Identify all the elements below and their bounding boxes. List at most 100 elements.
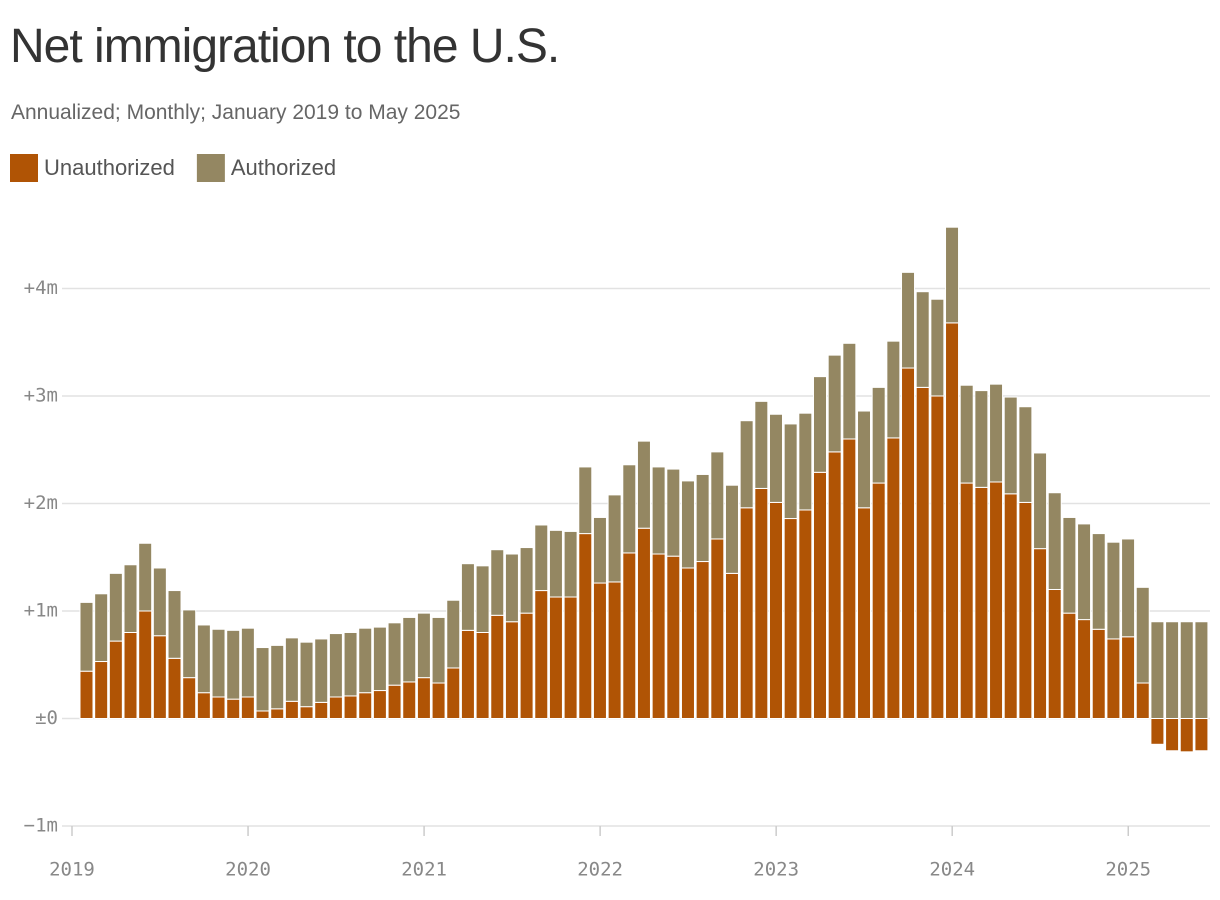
bar-segment bbox=[754, 400, 769, 489]
bar-segment bbox=[827, 451, 842, 719]
bar-segment bbox=[446, 599, 461, 669]
y-tick-label: +2m bbox=[24, 492, 58, 514]
bar-segment bbox=[710, 538, 725, 719]
bar-segment bbox=[695, 561, 710, 719]
bar-segment bbox=[534, 590, 549, 719]
bar-segment bbox=[1033, 548, 1048, 719]
bar-segment bbox=[182, 609, 197, 679]
bar-segment bbox=[387, 622, 402, 686]
bar-segment bbox=[622, 464, 637, 554]
bar-segment bbox=[1165, 621, 1180, 719]
bar-segment bbox=[1150, 717, 1165, 745]
bar-segment bbox=[108, 640, 123, 719]
legend-label: Authorized bbox=[231, 155, 336, 180]
y-tick-label: −1m bbox=[24, 815, 58, 837]
bar-segment bbox=[314, 701, 329, 719]
bar-segment bbox=[636, 440, 651, 529]
chart-title: Net immigration to the U.S. bbox=[10, 20, 559, 73]
bar-segment bbox=[651, 553, 666, 719]
bar-segment bbox=[1194, 717, 1209, 752]
bar-segment bbox=[504, 553, 519, 623]
bar-segment bbox=[1062, 516, 1077, 614]
bar-segment bbox=[182, 677, 197, 719]
bar-segment bbox=[548, 596, 563, 719]
bar-segment bbox=[915, 291, 930, 388]
bar-segment bbox=[152, 635, 167, 719]
bar-segment bbox=[666, 555, 681, 719]
bar-segment bbox=[1135, 682, 1150, 719]
bar-segment bbox=[1018, 406, 1033, 503]
bar-segment bbox=[842, 438, 857, 719]
bar-segment bbox=[1121, 538, 1136, 638]
bar-segment bbox=[328, 696, 343, 719]
bar-segment bbox=[974, 486, 989, 719]
bar-segment bbox=[886, 437, 901, 719]
bar-segment bbox=[768, 501, 783, 719]
bar-segment bbox=[226, 629, 241, 700]
x-tick-label: 2021 bbox=[401, 859, 447, 881]
bar-segment bbox=[255, 710, 270, 719]
bar-segment bbox=[857, 410, 872, 509]
bar-segment bbox=[607, 494, 622, 583]
bar-segment bbox=[1179, 621, 1194, 719]
bar-segment bbox=[754, 487, 769, 719]
bar-segment bbox=[387, 684, 402, 719]
bar-segment bbox=[915, 386, 930, 719]
bar-segment bbox=[475, 631, 490, 719]
bar-segment bbox=[504, 621, 519, 719]
legend-label: Unauthorized bbox=[44, 155, 175, 180]
bar-segment bbox=[798, 509, 813, 719]
bar-segment bbox=[930, 298, 945, 397]
y-tick-label: ±0 bbox=[35, 707, 58, 729]
bar-segment bbox=[1047, 588, 1062, 719]
bar-segment bbox=[1121, 636, 1136, 719]
bar-segment bbox=[94, 593, 109, 663]
bar-segment bbox=[196, 692, 211, 719]
y-tick-label: +3m bbox=[24, 384, 58, 406]
bar-segment bbox=[211, 696, 226, 719]
bar-segment bbox=[255, 647, 270, 712]
bar-segment bbox=[901, 367, 916, 719]
bar-segment bbox=[402, 681, 417, 719]
bar-segment bbox=[1003, 493, 1018, 719]
bar-segment bbox=[1150, 621, 1165, 719]
bar-segment bbox=[695, 473, 710, 563]
bar-segment bbox=[578, 533, 593, 719]
bar-segment bbox=[622, 552, 637, 719]
bar-segment bbox=[578, 466, 593, 535]
bar-segment bbox=[680, 480, 695, 569]
bar-segment bbox=[402, 616, 417, 683]
bar-segment bbox=[211, 628, 226, 698]
legend-swatch bbox=[196, 154, 225, 182]
bar-segment bbox=[710, 451, 725, 540]
bar-segment bbox=[372, 626, 387, 692]
bar-segment bbox=[666, 468, 681, 557]
bar-segment bbox=[416, 677, 431, 719]
bar-segment bbox=[1077, 523, 1092, 621]
bar-segment bbox=[636, 527, 651, 719]
bar-segment bbox=[1047, 492, 1062, 590]
bar-segment bbox=[358, 627, 373, 694]
bar-segment bbox=[167, 590, 182, 659]
bar-segment bbox=[813, 471, 827, 719]
bar-segment bbox=[372, 690, 387, 719]
x-tick-label: 2023 bbox=[753, 859, 799, 881]
bar-segment bbox=[607, 581, 622, 719]
y-tick-label: +4m bbox=[24, 277, 58, 299]
bar-segment bbox=[871, 482, 886, 719]
bar-segment bbox=[343, 631, 358, 697]
bar-segment bbox=[945, 226, 960, 324]
bar-segment bbox=[871, 386, 886, 484]
bar-segment bbox=[1062, 612, 1077, 719]
bar-segment bbox=[1194, 621, 1209, 719]
bar-segment bbox=[739, 507, 754, 719]
bar-segment bbox=[343, 695, 358, 719]
bar-segment bbox=[490, 614, 505, 719]
bar-segment bbox=[94, 661, 109, 719]
bar-segment bbox=[724, 484, 739, 574]
x-tick-label: 2020 bbox=[225, 859, 271, 881]
bar-segment bbox=[196, 624, 211, 694]
bar-segment bbox=[680, 567, 695, 719]
bar-segment bbox=[299, 706, 314, 719]
bar-segment bbox=[431, 616, 446, 684]
